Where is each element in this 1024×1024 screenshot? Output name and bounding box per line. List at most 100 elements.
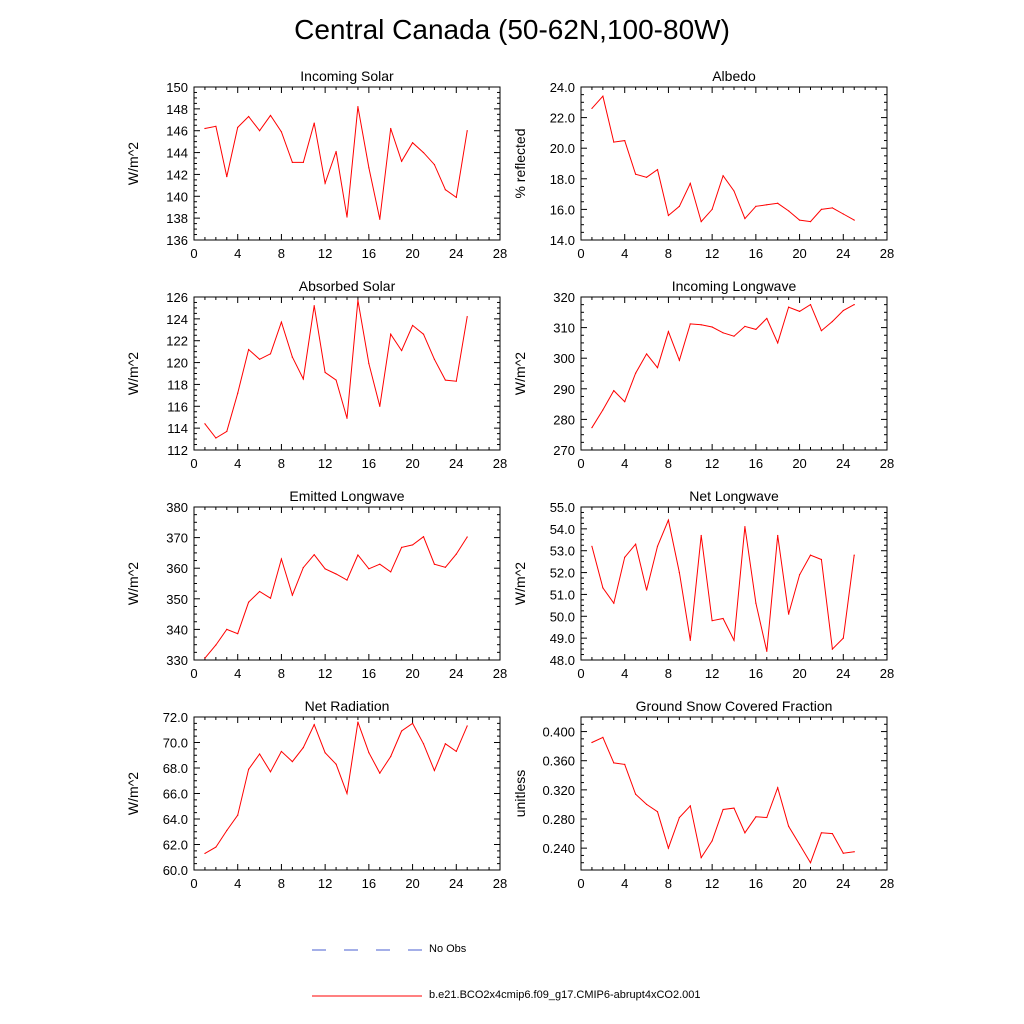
y-tick-label: 148	[166, 102, 188, 117]
data-point	[291, 161, 293, 164]
x-tick-label: 28	[880, 666, 894, 681]
x-tick-label: 28	[880, 246, 894, 261]
data-point	[645, 589, 648, 591]
data-point	[401, 730, 403, 732]
data-point	[357, 299, 359, 301]
y-tick-label: 126	[166, 290, 188, 305]
data-point	[269, 353, 272, 355]
x-tick-label: 20	[405, 246, 419, 261]
y-tick-label: 120	[166, 356, 188, 371]
data-point	[645, 353, 648, 355]
y-tick-label: 138	[166, 211, 188, 226]
data-point	[215, 125, 217, 127]
data-point	[313, 724, 315, 726]
x-tick-label: 12	[318, 876, 332, 891]
data-point	[700, 534, 702, 537]
data-point	[733, 190, 735, 192]
data-point	[390, 755, 392, 758]
x-tick-label: 0	[190, 876, 197, 891]
x-tick-label: 24	[836, 876, 850, 891]
x-tick-label: 24	[449, 246, 463, 261]
data-point	[390, 571, 392, 573]
x-tick-label: 0	[577, 246, 584, 261]
data-point	[591, 545, 593, 547]
data-point	[755, 602, 757, 604]
data-point	[711, 208, 713, 210]
y-tick-label: 54.0	[550, 522, 575, 537]
y-axis-label: % reflected	[512, 128, 528, 198]
x-tick-label: 8	[278, 246, 285, 261]
data-point	[390, 333, 392, 335]
data-point	[624, 139, 626, 142]
x-tick-label: 28	[493, 876, 507, 891]
data-point	[635, 793, 637, 795]
data-point	[302, 747, 304, 749]
y-tick-label: 320	[553, 290, 575, 305]
data-point	[422, 151, 425, 154]
data-point	[466, 130, 468, 132]
series-line	[204, 106, 468, 220]
x-tick-label: 16	[749, 246, 763, 261]
data-point	[722, 175, 724, 177]
data-point	[656, 169, 659, 171]
data-point	[613, 762, 615, 764]
data-point	[258, 130, 261, 132]
x-tick-label: 8	[278, 876, 285, 891]
data-point	[248, 348, 250, 351]
data-point	[324, 568, 326, 570]
y-tick-label: 146	[166, 124, 188, 139]
data-point	[401, 349, 403, 352]
data-point	[744, 325, 746, 327]
y-tick-label: 116	[167, 399, 188, 414]
data-point	[291, 761, 293, 763]
panel-title: Incoming Longwave	[672, 278, 797, 294]
data-point	[368, 752, 370, 754]
y-tick-label: 49.0	[550, 631, 575, 646]
data-point	[258, 753, 261, 755]
y-tick-label: 0.320	[542, 783, 575, 798]
x-tick-label: 12	[705, 666, 719, 681]
data-point	[215, 846, 217, 848]
x-tick-label: 16	[362, 246, 376, 261]
data-point	[635, 543, 637, 545]
data-point	[237, 633, 239, 635]
data-point	[809, 221, 812, 223]
y-tick-label: 0.280	[542, 812, 575, 827]
y-axis-label: W/m^2	[125, 352, 141, 395]
x-tick-label: 24	[449, 456, 463, 471]
data-point	[613, 390, 615, 392]
data-point	[798, 574, 801, 576]
data-point	[346, 417, 348, 419]
data-point	[766, 816, 768, 819]
plot-frame	[580, 716, 888, 871]
x-tick-label: 28	[880, 876, 894, 891]
chart-panel: 0 4 8 12 16 20 24 28 0.240 0.280 0.320 0.360 0.400 Gr…	[512, 698, 894, 891]
data-point	[346, 579, 348, 581]
data-point	[466, 536, 468, 538]
x-tick-label: 12	[705, 246, 719, 261]
data-point	[335, 379, 337, 381]
x-tick-label: 24	[836, 246, 850, 261]
data-point	[831, 648, 833, 650]
data-point	[678, 205, 680, 207]
data-point	[237, 126, 239, 129]
y-tick-label: 136	[166, 233, 188, 248]
data-point	[444, 566, 446, 568]
legend-model-label: b.e21.BCO2x4cmip6.f09_g17.CMIP6-abrupt4x…	[429, 989, 701, 1001]
data-point	[678, 571, 680, 574]
data-point	[368, 568, 370, 570]
y-tick-label: 60.0	[163, 863, 188, 878]
data-point	[635, 372, 637, 374]
data-point	[853, 304, 855, 306]
data-point	[411, 722, 414, 724]
x-tick-label: 12	[705, 876, 719, 891]
data-point	[798, 843, 801, 846]
data-point	[226, 628, 228, 631]
series-line	[591, 518, 855, 652]
data-point	[324, 182, 326, 184]
data-point	[444, 189, 446, 191]
data-point	[853, 219, 855, 221]
y-tick-label: 66.0	[163, 787, 188, 802]
data-point	[302, 161, 304, 164]
data-point	[831, 832, 833, 835]
